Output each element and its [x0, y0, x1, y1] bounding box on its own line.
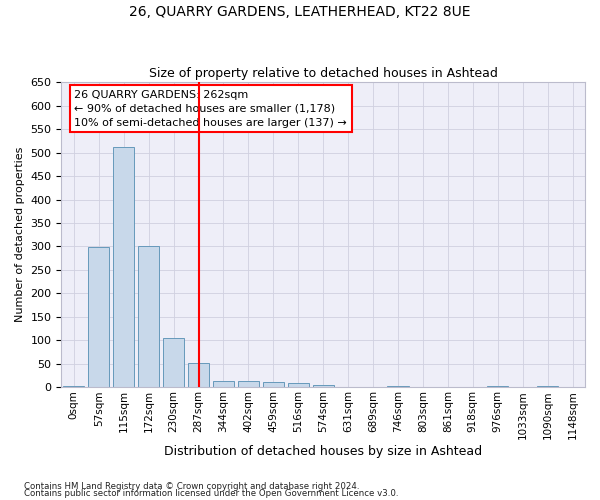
- Bar: [138, 246, 159, 388]
- Bar: [487, 386, 508, 388]
- Title: Size of property relative to detached houses in Ashtead: Size of property relative to detached ho…: [149, 66, 497, 80]
- Y-axis label: Number of detached properties: Number of detached properties: [15, 147, 25, 322]
- Bar: [163, 338, 184, 388]
- Bar: [313, 384, 334, 388]
- Bar: [63, 386, 85, 388]
- Bar: [388, 386, 409, 388]
- Bar: [213, 382, 234, 388]
- Bar: [537, 386, 558, 388]
- Text: 26, QUARRY GARDENS, LEATHERHEAD, KT22 8UE: 26, QUARRY GARDENS, LEATHERHEAD, KT22 8U…: [129, 5, 471, 19]
- Bar: [263, 382, 284, 388]
- Bar: [188, 362, 209, 388]
- X-axis label: Distribution of detached houses by size in Ashtead: Distribution of detached houses by size …: [164, 444, 482, 458]
- Bar: [287, 383, 309, 388]
- Text: Contains public sector information licensed under the Open Government Licence v3: Contains public sector information licen…: [24, 490, 398, 498]
- Text: Contains HM Land Registry data © Crown copyright and database right 2024.: Contains HM Land Registry data © Crown c…: [24, 482, 359, 491]
- Bar: [113, 147, 134, 388]
- Text: 26 QUARRY GARDENS: 262sqm
← 90% of detached houses are smaller (1,178)
10% of se: 26 QUARRY GARDENS: 262sqm ← 90% of detac…: [74, 90, 347, 128]
- Bar: [238, 382, 259, 388]
- Bar: [88, 248, 109, 388]
